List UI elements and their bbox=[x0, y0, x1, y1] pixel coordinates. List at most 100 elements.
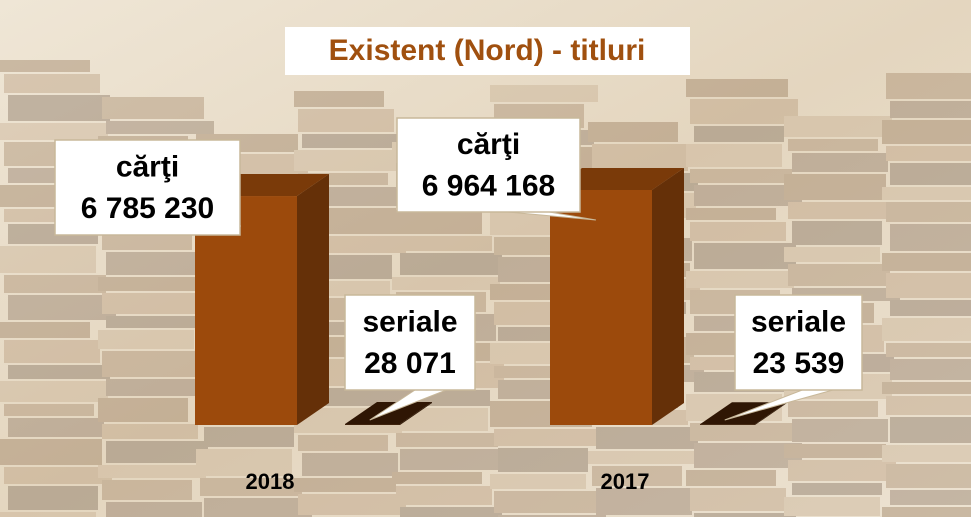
book bbox=[792, 419, 888, 442]
book bbox=[196, 449, 292, 476]
book bbox=[298, 109, 394, 132]
bar-top bbox=[550, 168, 684, 190]
book bbox=[4, 404, 94, 416]
book bbox=[890, 300, 971, 316]
book bbox=[694, 126, 784, 142]
callout-series-name: cărţi bbox=[457, 128, 520, 161]
book bbox=[890, 224, 971, 251]
book bbox=[294, 91, 384, 107]
book bbox=[102, 97, 204, 119]
callout-box bbox=[734, 294, 863, 391]
book bbox=[106, 379, 214, 396]
book bbox=[596, 427, 698, 449]
book bbox=[890, 163, 971, 185]
book bbox=[498, 448, 588, 472]
book bbox=[784, 174, 886, 200]
data-label: 6 785 230 bbox=[81, 192, 214, 225]
book bbox=[0, 123, 108, 140]
book bbox=[792, 483, 882, 495]
book bbox=[106, 121, 214, 134]
book bbox=[882, 318, 971, 341]
book bbox=[98, 277, 200, 291]
book bbox=[886, 396, 971, 415]
book bbox=[106, 252, 202, 275]
book bbox=[0, 439, 102, 465]
book bbox=[686, 470, 776, 486]
book bbox=[302, 453, 398, 476]
book bbox=[98, 330, 194, 349]
book bbox=[592, 466, 682, 486]
book bbox=[788, 401, 878, 417]
book bbox=[690, 99, 798, 124]
book bbox=[886, 464, 971, 488]
book bbox=[690, 222, 786, 241]
book bbox=[102, 351, 204, 377]
book bbox=[106, 316, 196, 328]
book bbox=[298, 435, 388, 451]
book bbox=[490, 85, 598, 102]
book bbox=[294, 478, 396, 492]
book bbox=[102, 480, 192, 500]
book bbox=[400, 253, 502, 275]
book bbox=[788, 460, 896, 481]
book bbox=[588, 451, 696, 464]
book bbox=[890, 490, 971, 505]
book bbox=[102, 293, 210, 314]
bar-side bbox=[755, 402, 787, 425]
book bbox=[4, 340, 100, 363]
book bbox=[588, 122, 678, 142]
book bbox=[400, 449, 508, 470]
book bbox=[694, 443, 802, 468]
book bbox=[204, 427, 294, 447]
book bbox=[4, 275, 106, 293]
plot: 2018 cărţi 6 785 230 seriale 28 071 2017 cărţi… bbox=[54, 117, 863, 494]
data-label: 28 071 bbox=[364, 347, 456, 380]
x-tick-label: 2017 bbox=[601, 469, 650, 494]
book bbox=[784, 116, 892, 137]
chart-title: Existent (Nord) - titluri bbox=[329, 34, 646, 67]
book bbox=[0, 322, 90, 338]
book bbox=[8, 418, 104, 437]
book bbox=[784, 444, 886, 458]
book bbox=[690, 423, 792, 441]
book bbox=[882, 507, 971, 522]
data-label: 23 539 bbox=[753, 347, 845, 380]
callout-box bbox=[396, 117, 581, 213]
book bbox=[106, 502, 202, 522]
book bbox=[686, 271, 794, 288]
bar bbox=[700, 424, 755, 425]
bar-side bbox=[652, 168, 684, 425]
book bbox=[882, 445, 971, 462]
bar-side bbox=[400, 402, 432, 425]
book bbox=[8, 295, 116, 320]
book bbox=[396, 236, 492, 251]
book bbox=[886, 146, 971, 161]
book bbox=[690, 488, 786, 511]
callout-series-name: seriale bbox=[751, 305, 846, 338]
book bbox=[490, 474, 586, 489]
book bbox=[882, 120, 971, 144]
book bbox=[788, 264, 890, 286]
book bbox=[396, 433, 498, 447]
book bbox=[102, 424, 198, 439]
book bbox=[694, 513, 796, 522]
book bbox=[686, 144, 782, 167]
book bbox=[886, 202, 971, 222]
book bbox=[494, 491, 596, 513]
book bbox=[686, 208, 776, 220]
book bbox=[8, 365, 110, 379]
book bbox=[890, 359, 971, 380]
book bbox=[0, 60, 90, 72]
book bbox=[102, 234, 192, 250]
book bbox=[98, 465, 206, 478]
book bbox=[890, 417, 971, 443]
book bbox=[392, 210, 482, 234]
book bbox=[200, 478, 302, 496]
book bbox=[882, 187, 971, 200]
title-box bbox=[285, 27, 690, 75]
book bbox=[392, 472, 482, 484]
book bbox=[400, 507, 502, 522]
book bbox=[788, 202, 896, 219]
